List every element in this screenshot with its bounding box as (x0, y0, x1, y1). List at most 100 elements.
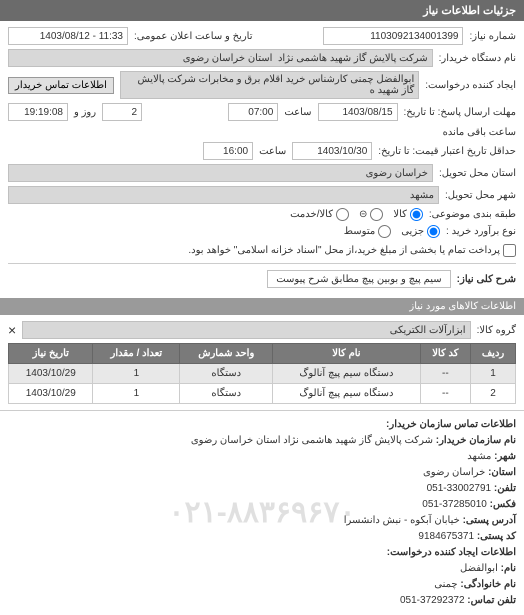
deadline-date-field: 1403/08/15 (318, 103, 398, 121)
treasury-checkbox-label: پرداخت تمام یا بخشی از مبلغ خرید،از محل … (188, 245, 500, 256)
budget-service-radio[interactable]: کالا/خدمت (290, 208, 349, 221)
budget-goods-input[interactable] (410, 208, 423, 221)
province-value: خراسان رضوی (423, 467, 485, 478)
purchase-small-radio[interactable]: جزیی (401, 225, 440, 238)
cell: 1 (471, 364, 516, 384)
table-row: 2 -- دستگاه سیم پیچ آنالوگ دستگاه 1 1403… (9, 384, 516, 404)
cell: 1403/10/29 (9, 384, 93, 404)
request-number-field: 1103092134001399 (323, 27, 463, 45)
cell: دستگاه سیم پیچ آنالوگ (273, 364, 420, 384)
th-qty: تعداد / مقدار (93, 344, 180, 364)
buyer-device-text: شرکت پالایش گاز شهید هاشمی نژاد (278, 53, 428, 64)
purchase-medium-input[interactable] (378, 225, 391, 238)
creator-label: ایجاد کننده درخواست: (425, 80, 516, 91)
days-remaining-field: 2 (102, 103, 142, 121)
cell: 2 (471, 384, 516, 404)
cell: دستگاه (180, 364, 273, 384)
purchase-small-label: جزیی (401, 226, 424, 237)
items-table: ردیف کد کالا نام کالا واحد شمارش تعداد /… (8, 343, 516, 404)
announce-field: 11:33 - 1403/08/12 (8, 27, 128, 45)
budget-radio-group: کالا ⊝ کالا/خدمت (290, 208, 423, 221)
hours-label: ساعت باقی مانده (443, 127, 516, 138)
delivery-province-field: خراسان رضوی (8, 164, 433, 182)
items-section-header: اطلاعات کالاهای مورد نیاز (0, 298, 524, 315)
org-value: شرکت پالایش گاز شهید هاشمی نژاد استان خر… (191, 435, 433, 446)
fax-value: 37285010-051 (422, 499, 487, 510)
budget-label: طبقه بندی موضوعی: (429, 209, 516, 220)
announce-label: تاریخ و ساعت اعلان عمومی: (134, 31, 253, 42)
credit-label: حداقل تاریخ اعتبار قیمت: تا تاریخ: (378, 146, 516, 157)
cell: 1 (93, 384, 180, 404)
purchase-medium-label: متوسط (344, 226, 375, 237)
creator-section-title: اطلاعات ایجاد کننده درخواست: (8, 545, 516, 561)
contact-section-title: اطلاعات تماس سازمان خریدار: (8, 417, 516, 433)
delivery-city-label: شهر محل تحویل: (445, 190, 516, 201)
cell: 1403/10/29 (9, 364, 93, 384)
address-value: خیابان آبکوه - نبش دانشسرا (344, 515, 460, 526)
buyer-device-label: نام دستگاه خریدار: (439, 53, 516, 64)
credit-date-field: 1403/10/30 (292, 142, 372, 160)
group-value: ابزارآلات الکتریکی (390, 325, 466, 336)
group-field[interactable]: ابزارآلات الکتریکی (22, 321, 470, 339)
delivery-province-label: استان محل تحویل: (439, 168, 516, 179)
buyer-contact-button[interactable]: اطلاعات تماس خریدار (8, 77, 114, 94)
budget-both-input[interactable] (370, 208, 383, 221)
days-label: روز و (74, 107, 96, 118)
cphone-label: تلفن تماس: (467, 595, 516, 606)
cell: -- (420, 364, 470, 384)
request-number-label: شماره نیاز: (469, 31, 516, 42)
form-area: شماره نیاز: 1103092134001399 تاریخ و ساع… (0, 21, 524, 298)
budget-goods-radio[interactable]: کالا (393, 208, 423, 221)
clear-icon[interactable]: × (8, 322, 16, 338)
buyer-province-text: استان خراسان رضوی (183, 53, 273, 64)
need-desc-label: شرح کلی نیاز: (457, 274, 516, 285)
th-name: نام کالا (273, 344, 420, 364)
th-unit: واحد شمارش (180, 344, 273, 364)
purchase-radio-group: جزیی متوسط (344, 225, 440, 238)
contact-footer: ۰۲۱-۸۸۳۶۹۶۷۰ اطلاعات تماس سازمان خریدار:… (0, 411, 524, 615)
postal-label: کد پستی: (477, 531, 516, 542)
budget-both-label: ⊝ (359, 209, 367, 220)
purchase-small-input[interactable] (427, 225, 440, 238)
budget-goods-label: کالا (393, 209, 407, 220)
lname-value: چمنی (434, 579, 457, 590)
name-label: نام: (501, 563, 516, 574)
deadline-label: مهلت ارسال پاسخ: تا تاریخ: (404, 107, 516, 118)
treasury-checkbox-input[interactable] (503, 244, 516, 257)
hours-remaining-field: 19:19:08 (8, 103, 68, 121)
group-label: گروه کالا: (477, 325, 516, 336)
creator-field: ابوالفضل چمنی کارشناس خرید اقلام برق و م… (120, 71, 419, 99)
city-value: مشهد (467, 451, 491, 462)
credit-time-field: 16:00 (203, 142, 253, 160)
phone-value: 33002791-051 (427, 483, 492, 494)
buyer-device-field: شرکت پالایش گاز شهید هاشمی نژاد استان خر… (8, 49, 433, 67)
purchase-medium-radio[interactable]: متوسط (344, 225, 391, 238)
lname-label: نام خانوادگی: (460, 579, 516, 590)
org-label: نام سازمان خریدار: (436, 435, 516, 446)
cell: دستگاه سیم پیچ آنالوگ (273, 384, 420, 404)
budget-both-radio[interactable]: ⊝ (359, 208, 383, 221)
postal-value: 9184675371 (418, 531, 474, 542)
budget-service-label: کالا/خدمت (290, 209, 333, 220)
fax-label: فکس: (490, 499, 516, 510)
table-row: 1 -- دستگاه سیم پیچ آنالوگ دستگاه 1 1403… (9, 364, 516, 384)
cell: دستگاه (180, 384, 273, 404)
section-header: جزئیات اطلاعات نیاز (0, 0, 524, 21)
city-label: شهر: (494, 451, 516, 462)
deadline-time-field: 07:00 (228, 103, 278, 121)
treasury-checkbox[interactable]: پرداخت تمام یا بخشی از مبلغ خرید،از محل … (188, 244, 516, 257)
need-desc-field: سیم پیچ و بوبین پیچ مطابق شرح پیوست (267, 270, 450, 288)
budget-service-input[interactable] (336, 208, 349, 221)
address-label: آدرس پستی: (463, 515, 516, 526)
th-date: تاریخ نیاز (9, 344, 93, 364)
deadline-time-label: ساعت (284, 107, 311, 118)
cphone-value: 37292372-051 (400, 595, 465, 606)
province-label: استان: (488, 467, 516, 478)
purchase-type-label: نوع برآورد خرید : (446, 226, 516, 237)
table-header-row: ردیف کد کالا نام کالا واحد شمارش تعداد /… (9, 344, 516, 364)
name-value: ابوالفضل (460, 563, 498, 574)
credit-time-label: ساعت (259, 146, 286, 157)
cell: 1 (93, 364, 180, 384)
th-row: ردیف (471, 344, 516, 364)
phone-label: تلفن: (494, 483, 516, 494)
